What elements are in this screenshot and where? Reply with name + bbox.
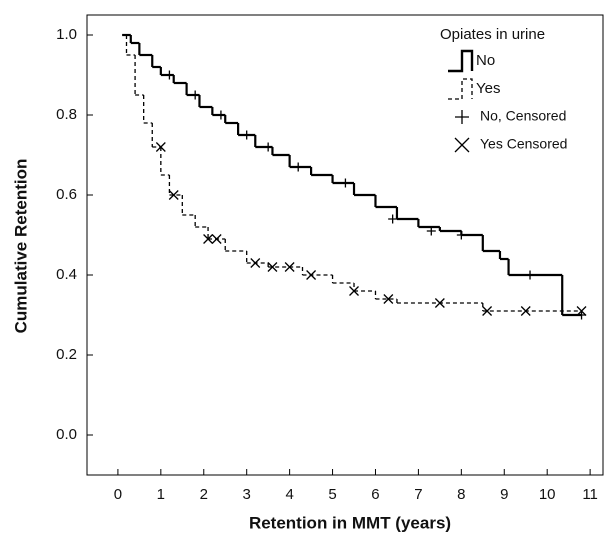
censor-plus [426, 226, 436, 236]
y-tick-label: 0.0 [56, 426, 77, 443]
legend-label: No, Censored [480, 108, 566, 124]
y-tick-label: 0.6 [56, 186, 77, 203]
censor-cross [211, 234, 222, 244]
legend-swatch [448, 49, 474, 73]
censor-cross [155, 142, 166, 152]
y-tick-label: 0.4 [56, 266, 77, 283]
censor-cross [306, 270, 317, 280]
censor-cross [349, 286, 359, 296]
y-tick-label: 1.0 [56, 26, 77, 43]
x-tick-label: 8 [457, 486, 465, 503]
censor-plus [525, 270, 535, 280]
censor-plus [456, 230, 466, 240]
x-tick-label: 0 [114, 486, 122, 503]
censor-plus [388, 214, 398, 224]
y-tick-label: 0.8 [56, 106, 77, 123]
x-tick-label: 9 [500, 486, 508, 503]
censor-cross [168, 190, 179, 200]
censor-cross [250, 258, 261, 268]
censor-plus [216, 110, 226, 120]
censor-cross [454, 137, 470, 153]
legend-label: Yes Censored [480, 136, 567, 152]
x-tick-label: 10 [539, 486, 556, 503]
x-tick-label: 1 [157, 486, 165, 503]
x-tick-label: 5 [328, 486, 336, 503]
censor-plus [263, 142, 273, 152]
censor-plus [577, 310, 587, 320]
plot-frame [86, 14, 604, 476]
legend-title: Opiates in urine [440, 26, 545, 43]
censor-plus [293, 162, 303, 172]
censor-cross [383, 294, 394, 304]
legend-label: No [476, 52, 495, 69]
x-tick-label: 4 [285, 486, 293, 503]
censor-plus [190, 90, 200, 100]
y-axis-title: Cumulative Retention [11, 159, 30, 334]
censor-plus [164, 70, 174, 80]
x-axis-title: Retention in MMT (years) [249, 513, 451, 532]
x-tick-label: 3 [243, 486, 251, 503]
x-tick-label: 7 [414, 486, 422, 503]
censor-cross [203, 234, 214, 244]
x-tick-label: 6 [371, 486, 379, 503]
censor-plus [242, 130, 252, 140]
legend-label: Yes [476, 80, 500, 97]
y-tick-label: 0.2 [56, 346, 77, 363]
censor-cross [267, 262, 278, 272]
x-tick-label: 2 [200, 486, 208, 503]
censor-cross [284, 262, 295, 272]
legend-swatch [448, 78, 473, 100]
x-tick-label: 11 [582, 486, 598, 503]
censor-cross [482, 306, 493, 316]
censor-cross [576, 306, 587, 316]
censor-cross [520, 306, 531, 316]
censor-cross [434, 298, 445, 308]
censor-plus [455, 110, 469, 124]
censor-plus [340, 178, 350, 188]
